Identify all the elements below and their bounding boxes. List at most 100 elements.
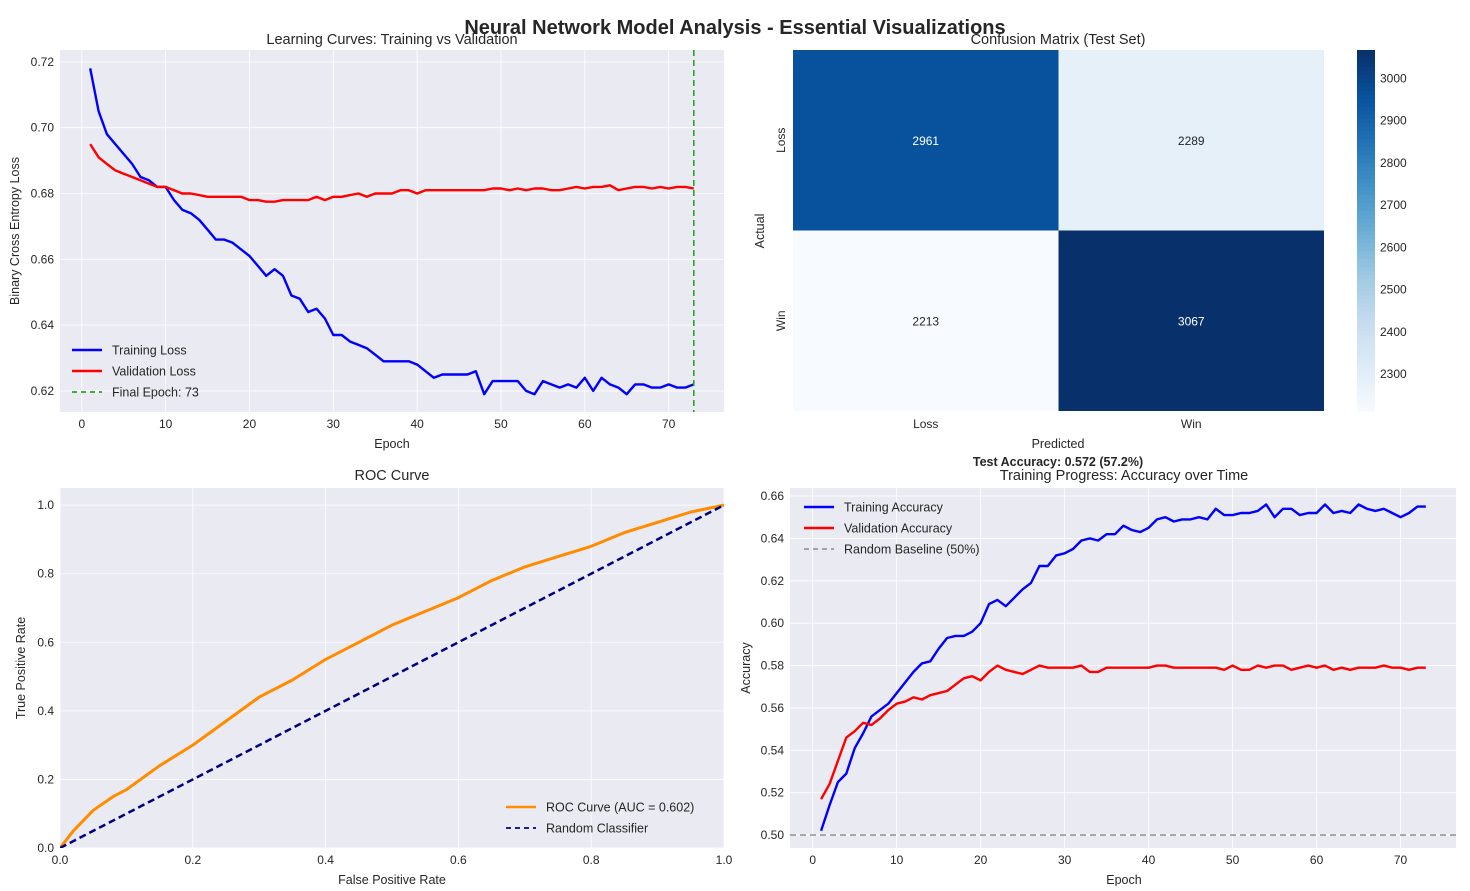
acc-legend-label: Training Accuracy (844, 501, 944, 515)
colorbar-segment (1357, 222, 1375, 228)
cm-x-label: Predicted (1032, 437, 1085, 451)
loss-legend-label: Final Epoch: 73 (112, 386, 199, 400)
acc-y-tick-label: 0.50 (761, 828, 785, 842)
acc-y-label: Accuracy (739, 642, 753, 694)
colorbar-segment (1357, 114, 1375, 119)
colorbar-segment (1357, 350, 1375, 356)
colorbar-segment (1357, 386, 1375, 392)
colorbar-segment (1357, 354, 1375, 360)
acc-plot-area: 0 10 20 30 40 50 60 70 0.50 0.52 0.54 0.56 0.58 0.60 0… (761, 488, 1456, 867)
cm-y-tick-label: Loss (774, 128, 788, 153)
loss-series-training-loss (89, 68, 695, 396)
colorbar-segment (1357, 258, 1375, 264)
colorbar-segment (1357, 98, 1375, 103)
acc-x-tick-label: 60 (1310, 853, 1324, 867)
colorbar-segment (1357, 246, 1375, 252)
colorbar-segment (1357, 138, 1375, 143)
acc-y-tick-label: 0.56 (761, 701, 785, 715)
colorbar-segment (1357, 314, 1375, 320)
colorbar-segment (1357, 402, 1375, 408)
roc-x-tick-label: 0.2 (184, 853, 201, 867)
colorbar-segment (1357, 78, 1375, 83)
acc-series-validation-accuracy (820, 664, 1426, 800)
colorbar-tick-label: 2600 (1380, 240, 1407, 254)
loss-series-validation-loss (89, 143, 695, 203)
colorbar-segment (1357, 174, 1375, 179)
colorbar-segment (1357, 286, 1375, 292)
colorbar-segment (1357, 338, 1375, 344)
loss-y-tick-label: 0.64 (31, 318, 55, 332)
colorbar-segment (1357, 230, 1375, 236)
roc-x-tick-label: 1.0 (716, 853, 733, 867)
colorbar-segment (1357, 190, 1375, 195)
loss-legend-label: Training Loss (112, 344, 187, 358)
cm-y-tick-label: Win (774, 310, 788, 331)
loss-y-tick-label: 0.72 (31, 55, 55, 69)
acc-y-tick-label: 0.52 (761, 786, 785, 800)
colorbar-segment (1357, 274, 1375, 280)
roc-x-tick-label: 0.8 (583, 853, 600, 867)
colorbar-segment (1357, 234, 1375, 240)
roc-y-tick-label: 0.2 (37, 772, 54, 786)
test-accuracy-annotation: Test Accuracy: 0.572 (57.2%) (973, 455, 1143, 469)
heatmap-cell (793, 230, 1059, 411)
acc-x-tick-label: 70 (1394, 853, 1408, 867)
heatmap-cell-value: 2213 (912, 314, 939, 328)
colorbar-segment (1357, 142, 1375, 147)
cm-x-tick-label: Loss (913, 417, 938, 431)
cm-y-label: Actual (753, 214, 767, 249)
colorbar-segment (1357, 54, 1375, 59)
colorbar-segment (1357, 270, 1375, 276)
colorbar-segment (1357, 90, 1375, 95)
acc-y-tick-label: 0.66 (761, 489, 785, 503)
colorbar-segment (1357, 262, 1375, 268)
roc-x-tick-label: 0.6 (450, 853, 467, 867)
colorbar-segment (1357, 306, 1375, 312)
colorbar-segment (1357, 106, 1375, 111)
colorbar-segment (1357, 182, 1375, 187)
acc-x-tick-label: 30 (1058, 853, 1072, 867)
roc-axes-background (60, 488, 724, 848)
colorbar-segment (1357, 238, 1375, 244)
accuracy-chart-title: Training Progress: Accuracy over Time (1000, 468, 1248, 484)
colorbar-segment (1357, 322, 1375, 328)
colorbar-segment (1357, 346, 1375, 352)
colorbar-segment (1357, 94, 1375, 99)
colorbar-segment (1357, 202, 1375, 208)
acc-y-tick-label: 0.62 (761, 574, 785, 588)
colorbar-segment (1357, 406, 1375, 412)
acc-x-tick-label: 40 (1142, 853, 1156, 867)
roc-y-label: True Positive Rate (14, 617, 28, 719)
colorbar-segment (1357, 394, 1375, 400)
colorbar-segment (1357, 170, 1375, 175)
roc-series-roc-curve-auc-0-602 (60, 503, 724, 848)
colorbar-segment (1357, 250, 1375, 256)
colorbar-segment (1357, 154, 1375, 159)
colorbar-segment (1357, 86, 1375, 91)
colorbar-segment (1357, 66, 1375, 71)
roc-chart-title: ROC Curve (355, 468, 430, 484)
loss-y-tick-label: 0.70 (31, 121, 55, 135)
loss-x-tick-label: 30 (327, 417, 341, 431)
colorbar-segment (1357, 242, 1375, 248)
heatmap-cell-value: 2289 (1178, 134, 1205, 148)
colorbar-segment (1357, 298, 1375, 304)
loss-x-tick-label: 40 (410, 417, 424, 431)
colorbar-segment (1357, 326, 1375, 332)
colorbar-segment (1357, 110, 1375, 115)
colorbar-segment (1357, 310, 1375, 316)
acc-x-label: Epoch (1106, 873, 1141, 886)
colorbar-segment (1357, 398, 1375, 404)
colorbar-segment (1357, 206, 1375, 212)
acc-y-tick-label: 0.54 (761, 743, 785, 757)
colorbar-segment (1357, 82, 1375, 87)
roc-y-tick-label: 0.0 (37, 841, 54, 855)
confusion-matrix-title: Confusion Matrix (Test Set) (971, 32, 1146, 48)
colorbar-segment (1357, 146, 1375, 151)
confusion-matrix-heatmap: 2961 2289 2213 3067 Loss Win Loss Win 2300 2400 25… (774, 50, 1407, 431)
colorbar-segment (1357, 334, 1375, 340)
colorbar-tick-label: 2900 (1380, 114, 1407, 128)
acc-x-tick-label: 50 (1226, 853, 1240, 867)
loss-y-tick-label: 0.66 (31, 252, 55, 266)
roc-legend-label: ROC Curve (AUC = 0.602) (546, 801, 694, 815)
